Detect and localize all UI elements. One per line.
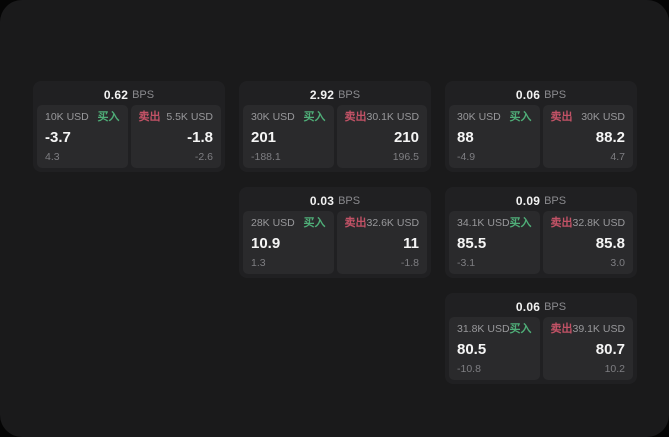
- spread-value: 2.92: [309, 88, 335, 102]
- sell-amount: 5.5K USD: [166, 111, 213, 123]
- sell-amount: 39.1K USD: [572, 323, 626, 335]
- buy-panel[interactable]: 31.8K USD 买入 80.5 -10.8: [449, 317, 540, 380]
- sell-panel[interactable]: 卖出 30K USD 88.2 4.7: [542, 105, 633, 168]
- quotes-grid: 0.62 BPS 10K USD 买入 -3.7 4.3 卖出: [33, 81, 637, 384]
- spread-value: 0.06: [515, 300, 541, 314]
- spread-unit: BPS: [338, 89, 361, 101]
- buy-price: 201: [251, 129, 277, 146]
- sell-sub-value: 4.7: [610, 151, 625, 163]
- sell-sub-value: -1.8: [400, 257, 419, 269]
- spread-unit: BPS: [132, 89, 155, 101]
- spread-unit: BPS: [544, 89, 567, 101]
- spread-value: 0.03: [309, 194, 335, 208]
- sell-price: -1.8: [187, 129, 213, 146]
- buy-amount: 30K USD: [251, 111, 295, 123]
- buy-sub-value: -4.9: [457, 151, 476, 163]
- buy-amount: 30K USD: [457, 111, 501, 123]
- buy-sub-value: 4.3: [45, 151, 60, 163]
- quote-card[interactable]: 0.06 BPS 30K USD 买入 88 -4.9 卖出: [445, 81, 637, 172]
- sell-label: 卖出: [550, 111, 573, 123]
- buy-amount: 28K USD: [251, 217, 295, 229]
- spread-unit: BPS: [544, 195, 567, 207]
- sell-amount: 30.1K USD: [366, 111, 420, 123]
- spread-value: 0.06: [515, 88, 541, 102]
- spread-header: 2.92 BPS: [243, 85, 427, 105]
- buy-panel[interactable]: 30K USD 买入 201 -188.1: [243, 105, 334, 168]
- buy-panel[interactable]: 34.1K USD 买入 85.5 -3.1: [449, 211, 540, 274]
- buy-sub-value: -188.1: [251, 151, 281, 163]
- sell-label: 卖出: [344, 217, 367, 229]
- buy-panel[interactable]: 30K USD 买入 88 -4.9: [449, 105, 540, 168]
- buy-price: -3.7: [45, 129, 71, 146]
- sell-price: 88.2: [595, 129, 625, 146]
- sell-panel[interactable]: 卖出 30.1K USD 210 196.5: [336, 105, 427, 168]
- sell-label: 卖出: [550, 323, 573, 335]
- spread-header: 0.06 BPS: [449, 85, 633, 105]
- buy-sub-value: -10.8: [457, 363, 481, 375]
- sell-amount: 32.6K USD: [366, 217, 420, 229]
- sell-sub-value: 10.2: [604, 363, 625, 375]
- quote-card[interactable]: 0.62 BPS 10K USD 买入 -3.7 4.3 卖出: [33, 81, 225, 172]
- spread-header: 0.09 BPS: [449, 191, 633, 211]
- spread-value: 0.62: [103, 88, 129, 102]
- sell-amount: 30K USD: [581, 111, 625, 123]
- buy-price: 80.5: [457, 341, 487, 358]
- buy-label: 买入: [303, 111, 326, 123]
- buy-amount: 34.1K USD: [457, 217, 510, 229]
- buy-price: 10.9: [251, 235, 281, 252]
- spread-unit: BPS: [338, 195, 361, 207]
- buy-sub-value: -3.1: [457, 257, 476, 269]
- buy-panel[interactable]: 28K USD 买入 10.9 1.3: [243, 211, 334, 274]
- buy-price: 85.5: [457, 235, 487, 252]
- buy-price: 88: [457, 129, 474, 146]
- sell-sub-value: 3.0: [610, 257, 625, 269]
- sell-price: 210: [393, 129, 419, 146]
- sell-panel[interactable]: 卖出 5.5K USD -1.8 -2.6: [130, 105, 221, 168]
- spread-header: 0.06 BPS: [449, 297, 633, 317]
- spread-header: 0.03 BPS: [243, 191, 427, 211]
- quote-card[interactable]: 0.06 BPS 31.8K USD 买入 80.5 -10.8 卖: [445, 293, 637, 384]
- spread-header: 0.62 BPS: [37, 85, 221, 105]
- sell-panel[interactable]: 卖出 32.8K USD 85.8 3.0: [542, 211, 633, 274]
- sell-panel[interactable]: 卖出 32.6K USD 11 -1.8: [336, 211, 427, 274]
- buy-label: 买入: [97, 111, 120, 123]
- sell-label: 卖出: [550, 217, 573, 229]
- sell-price: 80.7: [595, 341, 625, 358]
- sell-amount: 32.8K USD: [572, 217, 626, 229]
- sell-price: 85.8: [595, 235, 625, 252]
- spread-unit: BPS: [544, 301, 567, 313]
- buy-label: 买入: [509, 111, 532, 123]
- buy-sub-value: 1.3: [251, 257, 266, 269]
- quote-card[interactable]: 0.03 BPS 28K USD 买入 10.9 1.3 卖出: [239, 187, 431, 278]
- sell-sub-value: -2.6: [194, 151, 213, 163]
- buy-label: 买入: [509, 217, 532, 229]
- buy-label: 买入: [509, 323, 532, 335]
- sell-price: 11: [403, 235, 419, 252]
- buy-amount: 10K USD: [45, 111, 89, 123]
- quote-card[interactable]: 2.92 BPS 30K USD 买入 201 -188.1 卖出: [239, 81, 431, 172]
- sell-panel[interactable]: 卖出 39.1K USD 80.7 10.2: [542, 317, 633, 380]
- buy-amount: 31.8K USD: [457, 323, 510, 335]
- spread-value: 0.09: [515, 194, 541, 208]
- quote-card[interactable]: 0.09 BPS 34.1K USD 买入 85.5 -3.1 卖出: [445, 187, 637, 278]
- buy-panel[interactable]: 10K USD 买入 -3.7 4.3: [37, 105, 128, 168]
- buy-label: 买入: [303, 217, 326, 229]
- sell-label: 卖出: [344, 111, 367, 123]
- sell-label: 卖出: [138, 111, 161, 123]
- sell-sub-value: 196.5: [392, 151, 419, 163]
